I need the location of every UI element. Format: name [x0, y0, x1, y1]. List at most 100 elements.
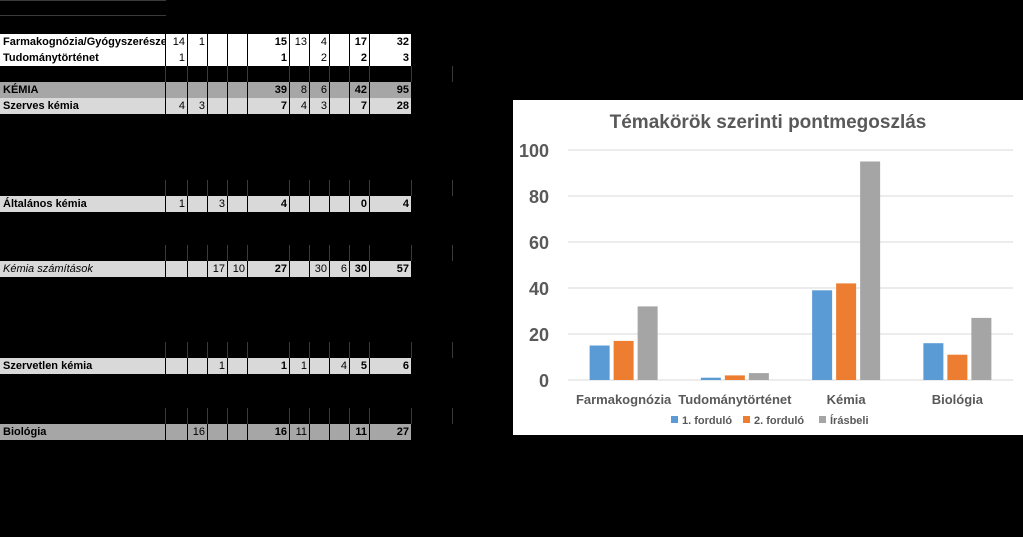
table-cell[interactable]: 3	[310, 98, 330, 114]
row-label[interactable]: Farmakognózia/Gyógyszerészet	[0, 34, 166, 50]
table-cell[interactable]: 15	[248, 34, 290, 50]
table-cell[interactable]	[330, 98, 350, 114]
table-cell[interactable]: 3	[370, 50, 412, 66]
table-row: Szervetlen kémia 1 1 1 4 5 6	[0, 358, 453, 374]
table-cell[interactable]: 3	[208, 196, 228, 212]
table-cell[interactable]: 3	[188, 98, 208, 114]
table-cell[interactable]: 5	[350, 358, 370, 374]
table-cell[interactable]: 1	[166, 196, 188, 212]
table-cell[interactable]	[330, 34, 350, 50]
table-cell[interactable]	[166, 358, 188, 374]
table-cell[interactable]	[290, 196, 310, 212]
table-cell[interactable]	[208, 424, 228, 440]
table-cell[interactable]: 27	[370, 424, 412, 440]
tick-mark	[247, 342, 248, 358]
table-cell[interactable]: 1	[248, 50, 290, 66]
table-cell[interactable]	[228, 424, 248, 440]
table-cell[interactable]	[188, 261, 208, 277]
table-cell[interactable]	[166, 424, 188, 440]
table-cell[interactable]: 11	[290, 424, 310, 440]
table-cell[interactable]: 16	[248, 424, 290, 440]
table-cell[interactable]: 1	[208, 358, 228, 374]
tick-mark	[165, 180, 166, 196]
table-cell[interactable]	[228, 98, 248, 114]
table-cell[interactable]: 8	[290, 82, 310, 98]
table-cell[interactable]	[188, 50, 208, 66]
table-cell[interactable]: 17	[208, 261, 228, 277]
table-cell[interactable]	[310, 196, 330, 212]
table-cell[interactable]: 17	[350, 34, 370, 50]
table-cell[interactable]: 1	[188, 34, 208, 50]
table-cell[interactable]	[330, 50, 350, 66]
table-cell[interactable]: 7	[350, 98, 370, 114]
table-cell[interactable]: 11	[350, 424, 370, 440]
table-cell[interactable]	[208, 98, 228, 114]
table-cell[interactable]	[310, 424, 330, 440]
table-cell[interactable]	[208, 34, 228, 50]
table-cell[interactable]: 30	[350, 261, 370, 277]
table-cell[interactable]: 4	[330, 358, 350, 374]
table-cell[interactable]: 4	[290, 98, 310, 114]
table-cell[interactable]: 28	[370, 98, 412, 114]
table-cell[interactable]	[228, 196, 248, 212]
table-cell[interactable]: 0	[350, 196, 370, 212]
table-row: Farmakognózia/Gyógyszerészet 14 1 15 13 4 17 32	[0, 34, 453, 50]
table-cell[interactable]: 2	[310, 50, 330, 66]
row-label[interactable]: Kémia számítások	[0, 261, 166, 277]
table-cell[interactable]	[330, 82, 350, 98]
table-cell[interactable]	[330, 196, 350, 212]
table-cell[interactable]	[290, 261, 310, 277]
row-label[interactable]: Tudománytörténet	[0, 50, 166, 66]
table-cell[interactable]: 57	[370, 261, 412, 277]
table-cell[interactable]: 4	[166, 98, 188, 114]
row-label[interactable]: Szerves kémia	[0, 98, 166, 114]
table-cell[interactable]: 39	[248, 82, 290, 98]
table-cell[interactable]: 32	[370, 34, 412, 50]
table-cell[interactable]: 4	[370, 196, 412, 212]
table-cell[interactable]: 1	[166, 50, 188, 66]
table-cell[interactable]: 30	[310, 261, 330, 277]
table-cell[interactable]	[228, 50, 248, 66]
tick-mark	[207, 180, 208, 196]
table-cell[interactable]	[166, 82, 188, 98]
table-cell[interactable]: 2	[350, 50, 370, 66]
row-label[interactable]: KÉMIA	[0, 82, 166, 98]
table-cell[interactable]: 16	[188, 424, 208, 440]
table-cell[interactable]: 6	[310, 82, 330, 98]
table-cell[interactable]: 6	[330, 261, 350, 277]
table-cell[interactable]: 42	[350, 82, 370, 98]
table-cell[interactable]	[228, 82, 248, 98]
table-cell[interactable]	[228, 358, 248, 374]
table-cell[interactable]	[310, 358, 330, 374]
table-cell[interactable]	[166, 261, 188, 277]
row-label[interactable]: Szervetlen kémia	[0, 358, 166, 374]
table-cell[interactable]: 14	[166, 34, 188, 50]
tick-mark	[247, 66, 248, 82]
table-cell[interactable]	[188, 82, 208, 98]
table-cell[interactable]: 13	[290, 34, 310, 50]
row-label[interactable]: Biológia	[0, 424, 166, 440]
table-cell[interactable]	[208, 82, 228, 98]
table-cell[interactable]: 27	[248, 261, 290, 277]
x-category-label: Tudománytörténet	[678, 392, 792, 407]
table-cell[interactable]	[290, 50, 310, 66]
table-cell[interactable]: 4	[310, 34, 330, 50]
table-cell[interactable]: 95	[370, 82, 412, 98]
table-cell[interactable]: 1	[248, 358, 290, 374]
table-cell[interactable]	[228, 34, 248, 50]
row-label[interactable]: Általános kémia	[0, 196, 166, 212]
table-cell[interactable]	[330, 424, 350, 440]
table-cell[interactable]: 6	[370, 358, 412, 374]
table-cell[interactable]	[188, 196, 208, 212]
table-cell[interactable]: 7	[248, 98, 290, 114]
tick-mark	[452, 408, 453, 424]
tick-mark	[187, 245, 188, 261]
tick-mark	[452, 180, 453, 196]
tick-mark	[289, 342, 290, 358]
table-cell[interactable]: 10	[228, 261, 248, 277]
table-cell[interactable]: 4	[248, 196, 290, 212]
table-cell[interactable]	[208, 50, 228, 66]
table-cell[interactable]: 1	[290, 358, 310, 374]
table-cell[interactable]	[188, 358, 208, 374]
bar	[860, 161, 881, 380]
